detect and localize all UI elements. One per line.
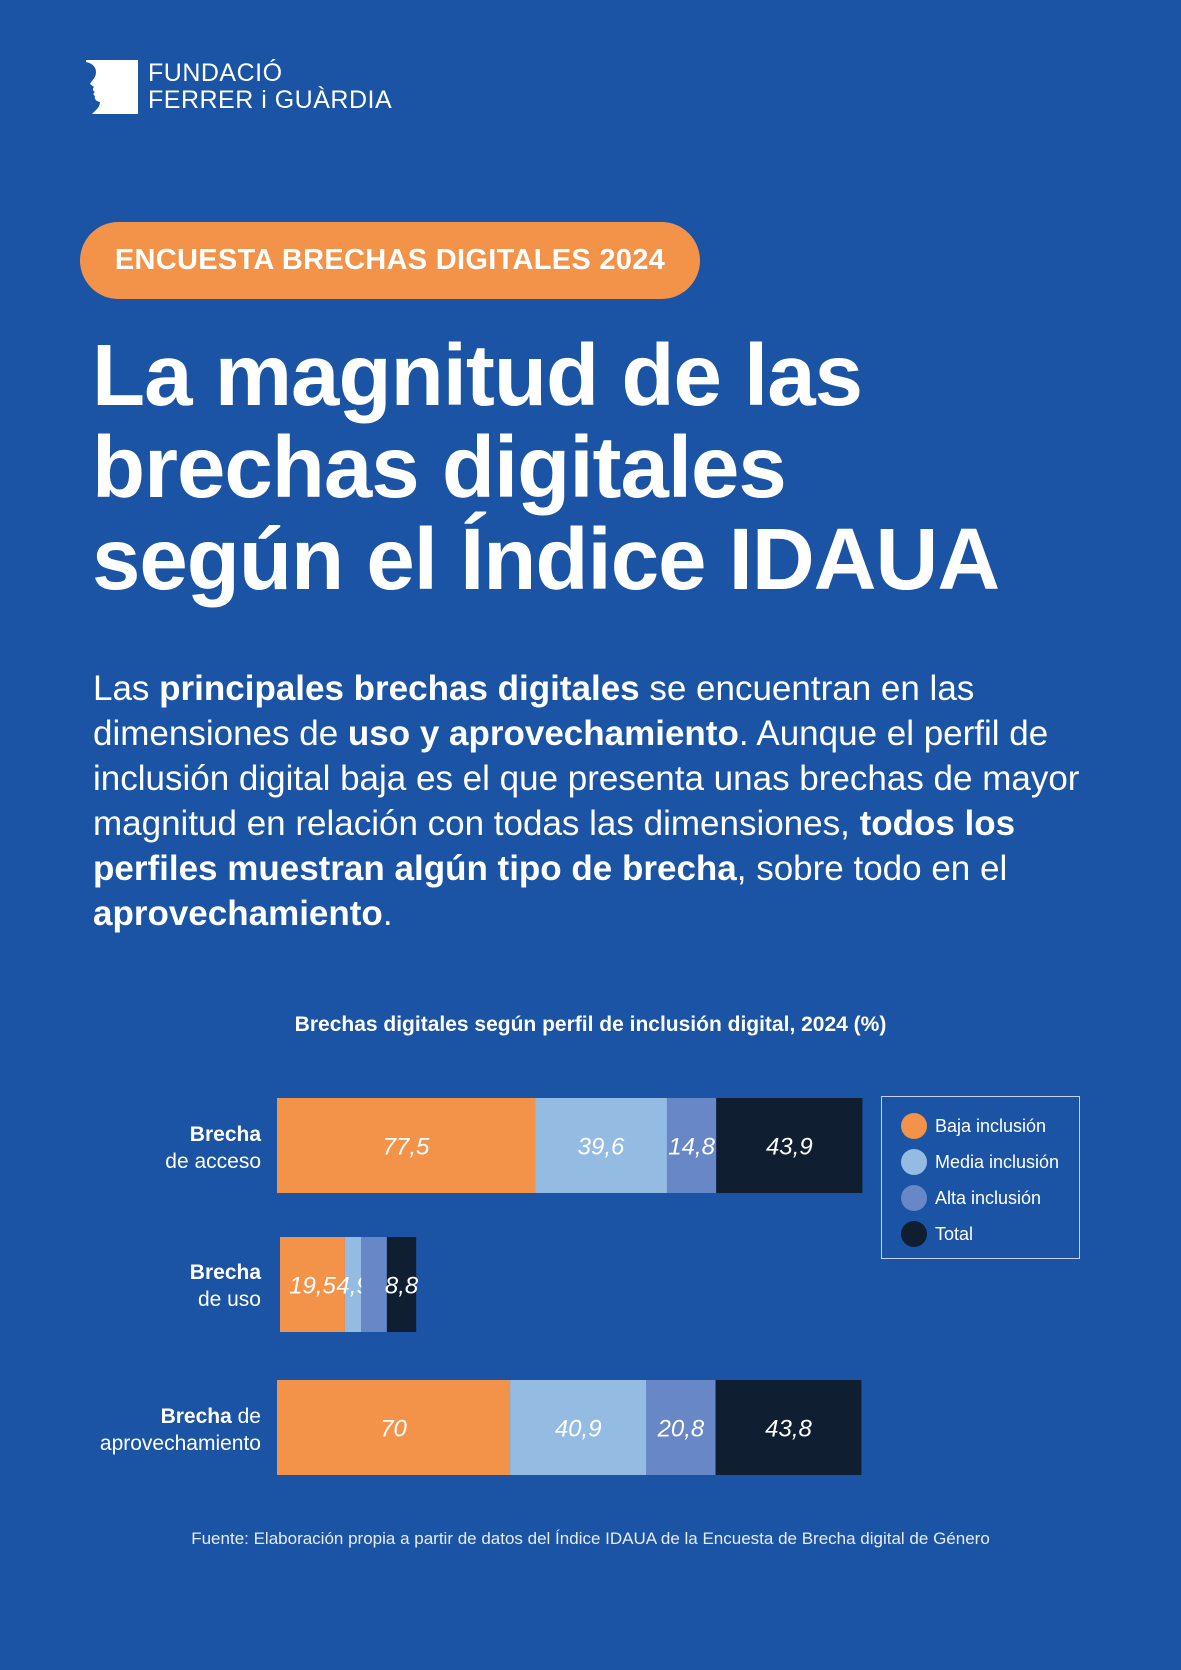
chart-legend: Baja inclusión Media inclusión Alta incl… xyxy=(881,1096,1080,1259)
legend-item-baja: Baja inclusión xyxy=(882,1108,1079,1144)
logo-text: FUNDACIÓ FERRER i GUÀRDIA xyxy=(148,60,392,114)
row-label-aprov-bold: Brecha xyxy=(160,1405,232,1428)
intro-text-3: . Aunque el perfil de inclusión digital … xyxy=(93,714,1080,843)
legend-label-baja: Baja inclusión xyxy=(935,1115,1047,1136)
intro-bold-1: principales brechas digitales xyxy=(159,669,640,708)
data-label-aprovechamiento-media: 40,9 xyxy=(555,1416,602,1443)
row-label-uso-rest: de uso xyxy=(197,1288,261,1311)
intro-text-2: se encuentran en las dimensiones de xyxy=(93,669,975,753)
foundation-logo: FUNDACIÓ FERRER i GUÀRDIA xyxy=(86,60,392,114)
bar-aprovechamiento-baja xyxy=(277,1380,511,1475)
data-label-aprovechamiento-alta: 20,8 xyxy=(657,1416,705,1443)
intro-text-1: Las xyxy=(93,669,160,708)
intro-bold-4: aprovechamiento xyxy=(93,894,383,933)
data-label-uso-total: 8,8 xyxy=(385,1273,419,1300)
data-label-aprovechamiento-total: 43,8 xyxy=(765,1416,812,1443)
intro-bold-2: uso y aprovechamiento xyxy=(347,714,739,753)
page-title-line-2: brechas digitales xyxy=(92,419,787,516)
row-label-acceso-rest: de acceso xyxy=(165,1150,261,1173)
profile-head-icon xyxy=(86,60,138,114)
logo-line-1: FUNDACIÓ xyxy=(148,59,283,87)
bar-aprovechamiento-alta xyxy=(646,1380,716,1475)
legend-item-alta: Alta inclusión xyxy=(882,1180,1079,1216)
row-label-uso: Brecha de uso xyxy=(41,1259,261,1313)
source-note: Fuente: Elaboración propia a partir de d… xyxy=(191,1529,990,1548)
data-label-acceso-alta: 14,8 xyxy=(668,1134,715,1161)
bar-uso-media xyxy=(344,1237,362,1332)
page-title-line-3: según el Índice IDAUA xyxy=(92,511,1000,608)
bar-acceso-alta xyxy=(666,1098,717,1193)
data-label-acceso-total: 43,9 xyxy=(766,1134,813,1161)
bar-uso-baja xyxy=(280,1237,345,1332)
logo-line-2: FERRER i GUÀRDIA xyxy=(148,86,393,114)
legend-swatch-baja xyxy=(901,1113,927,1139)
intro-text-5: . xyxy=(382,894,393,933)
survey-badge: ENCUESTA BRECHAS DIGITALES 2024 xyxy=(80,222,700,299)
bar-acceso-total xyxy=(716,1098,863,1193)
data-label-acceso-baja: 77,5 xyxy=(383,1134,430,1161)
intro-paragraph: Las principales brechas digitales se enc… xyxy=(93,666,1103,936)
bar-aprovechamiento-media xyxy=(510,1380,647,1475)
legend-label-total: Total xyxy=(935,1223,974,1244)
row-label-acceso-bold: Brecha xyxy=(189,1123,261,1146)
legend-label-media: Media inclusión xyxy=(935,1151,1060,1172)
legend-swatch-alta xyxy=(901,1185,927,1211)
legend-label-alta: Alta inclusión xyxy=(935,1187,1042,1208)
legend-item-media: Media inclusión xyxy=(882,1144,1079,1180)
data-label-uso-baja: 19,5 xyxy=(289,1273,336,1300)
row-label-acceso: Brecha de acceso xyxy=(41,1121,261,1175)
page-title-line-1: La magnitud de las xyxy=(92,327,863,424)
bar-uso-total xyxy=(386,1237,417,1332)
legend-item-total: Total xyxy=(882,1216,1079,1252)
row-label-aprov-inline: de xyxy=(231,1405,261,1428)
page-title: La magnitud de las brechas digitales seg… xyxy=(92,330,1132,606)
data-label-acceso-media: 39,6 xyxy=(578,1134,625,1161)
legend-swatch-media xyxy=(901,1149,927,1175)
bar-aprovechamiento-total xyxy=(715,1380,862,1475)
row-label-aprov-rest: aprovechamiento xyxy=(99,1432,261,1455)
bar-uso-alta xyxy=(361,1237,387,1332)
row-label-aprovechamiento: Brecha de aprovechamiento xyxy=(41,1403,261,1457)
bar-acceso-media xyxy=(535,1098,667,1193)
row-label-uso-bold: Brecha xyxy=(189,1261,261,1284)
intro-bold-3: todos los perfiles muestran algún tipo d… xyxy=(93,804,1016,888)
chart-title: Brechas digitales según perfil de inclus… xyxy=(294,1013,887,1036)
data-label-aprovechamiento-baja: 70 xyxy=(380,1416,407,1443)
intro-text-4: , sobre todo en el xyxy=(736,849,1008,888)
legend-swatch-total xyxy=(901,1221,927,1247)
bar-acceso-baja xyxy=(277,1098,536,1193)
